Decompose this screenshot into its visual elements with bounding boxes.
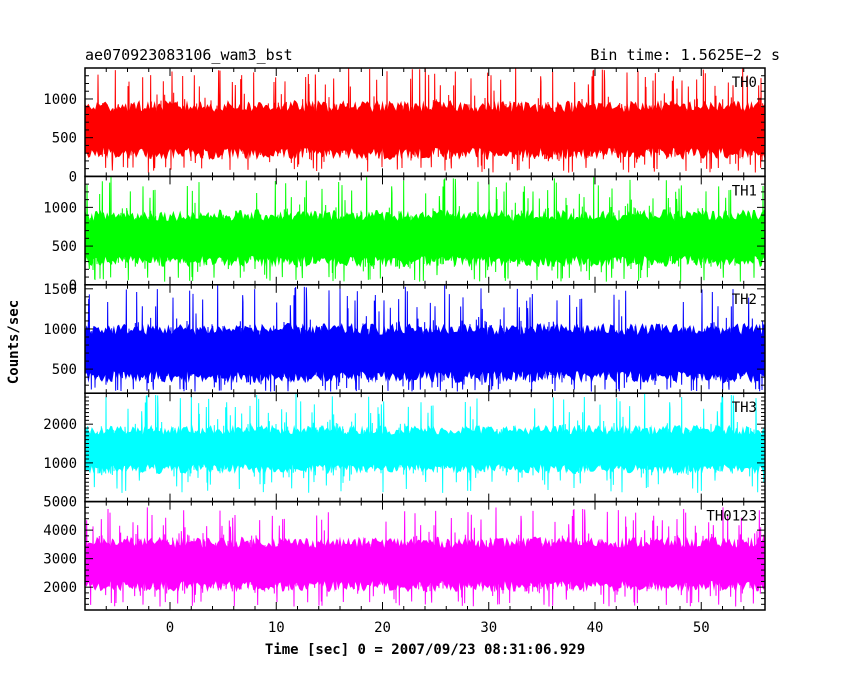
y-tick-label: 1000 bbox=[43, 456, 77, 472]
y-tick-label: 2000 bbox=[43, 417, 77, 433]
x-tick-label: 30 bbox=[480, 620, 497, 636]
y-axis-label: Counts/sec bbox=[6, 300, 22, 384]
y-tick-label: 1500 bbox=[43, 282, 77, 298]
series-band-th3 bbox=[85, 424, 765, 474]
bin-time-label: Bin time: 1.5625E−2 s bbox=[590, 46, 780, 64]
x-tick-label: 20 bbox=[374, 620, 391, 636]
x-tick-label: 40 bbox=[587, 620, 604, 636]
y-tick-label: 500 bbox=[52, 362, 77, 378]
series-band-th0123 bbox=[85, 536, 765, 593]
y-tick-label: 0 bbox=[69, 169, 77, 185]
series-band-th1 bbox=[85, 209, 765, 268]
y-tick-label: 3000 bbox=[43, 552, 77, 568]
panel-label-th0: TH0 bbox=[732, 75, 757, 91]
series-band-th2 bbox=[85, 322, 765, 384]
panel-label-th0123: TH0123 bbox=[706, 509, 757, 525]
y-tick-label: 4000 bbox=[43, 523, 77, 539]
y-tick-label: 0 bbox=[69, 278, 77, 294]
y-tick-label: 1000 bbox=[43, 92, 77, 108]
chart-title: ae070923083106_wam3_bst bbox=[85, 46, 293, 64]
y-tick-label: 500 bbox=[52, 131, 77, 147]
panel-label-th2: TH2 bbox=[732, 292, 757, 308]
panels-group: 05001000TH005001000TH150010001500TH21000… bbox=[43, 67, 766, 636]
x-tick-label: 0 bbox=[166, 620, 174, 636]
panel-label-th1: TH1 bbox=[732, 183, 757, 199]
x-tick-label: 50 bbox=[693, 620, 710, 636]
y-tick-label: 1000 bbox=[43, 322, 77, 338]
y-tick-label: 500 bbox=[52, 239, 77, 255]
series-band-th0 bbox=[85, 100, 765, 160]
panel-label-th3: TH3 bbox=[732, 400, 757, 416]
x-tick-label: 10 bbox=[268, 620, 285, 636]
y-tick-label: 1000 bbox=[43, 200, 77, 216]
x-axis-label: Time [sec] 0 = 2007/09/23 08:31:06.929 bbox=[265, 642, 585, 658]
y-tick-label: 5000 bbox=[43, 495, 77, 511]
y-tick-label: 2000 bbox=[43, 580, 77, 596]
